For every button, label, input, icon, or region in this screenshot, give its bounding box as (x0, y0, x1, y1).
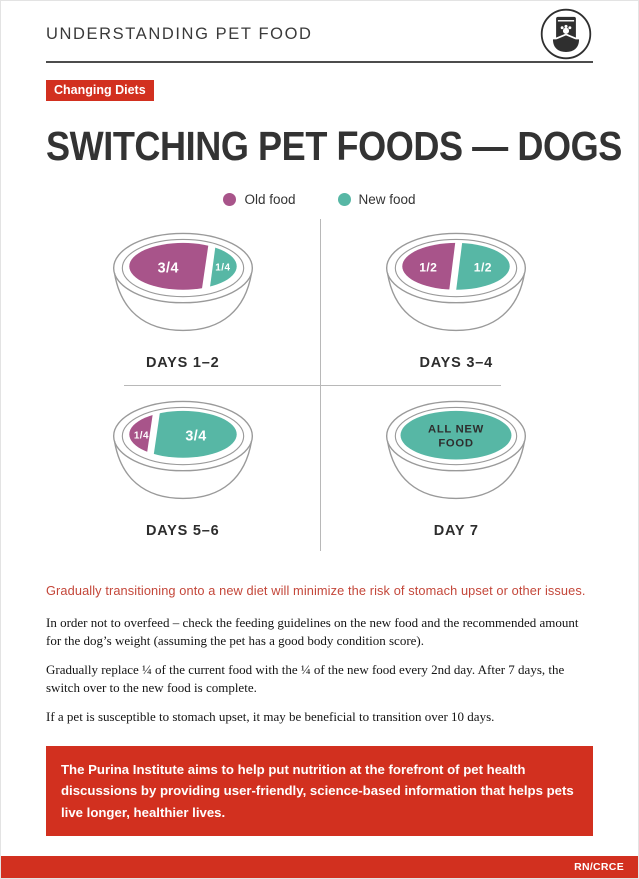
paragraph-susceptible: If a pet is susceptible to stomach upset… (46, 708, 495, 724)
fraction-new: 1/2 (474, 261, 492, 275)
bowl-label: DAY 7 (433, 523, 479, 539)
legend-label-new: New food (358, 192, 416, 207)
section-badge: Changing Diets (46, 80, 154, 101)
fraction-new: 1/4 (215, 263, 230, 274)
bowl-days-1-2: 3/4 1/4 DAYS 1–2 (46, 217, 320, 385)
bowl-diagram-days-3-4: 1/2 1/2 (386, 232, 527, 332)
legend: Old food New food (1, 192, 638, 207)
fraction-new: 3/4 (185, 428, 206, 444)
all-new-food-line1: ALL NEW (428, 424, 484, 436)
bowl-day-7: ALL NEW FOOD DAY 7 (320, 385, 594, 553)
fraction-old: 3/4 (157, 260, 178, 276)
grid-divider-horizontal (124, 385, 501, 386)
legend-item-old-food: Old food (223, 192, 296, 207)
footer-code: RN/CRCE (574, 861, 624, 873)
legend-item-new-food: New food (337, 192, 416, 207)
old-food-dot-icon (223, 193, 237, 206)
intro-statement: Gradually transitioning onto a new diet … (46, 583, 586, 598)
body-copy: In order not to overfeed – check the fee… (46, 614, 593, 726)
header-divider (46, 61, 593, 63)
bowl-days-5-6: 1/4 3/4 DAYS 5–6 (46, 385, 320, 553)
bowl-diagram-days-5-6: 1/4 3/4 (112, 400, 253, 500)
page-title: SWITCHING PET FOODS — DOGS (46, 123, 622, 169)
new-food-dot-icon (337, 193, 351, 206)
bowl-label: DAYS 3–4 (419, 355, 494, 371)
all-new-food-line2: FOOD (439, 437, 474, 449)
bowl-diagram-day-7: ALL NEW FOOD (386, 400, 527, 500)
bowl-label: DAYS 5–6 (145, 523, 220, 539)
pet-food-bag-bowl-icon (540, 8, 592, 60)
paragraph-replace: Gradually replace ¼ of the current food … (46, 661, 565, 696)
purina-institute-callout: The Purina Institute aims to help put nu… (46, 746, 593, 836)
bowl-label: DAYS 1–2 (145, 355, 220, 371)
bowls-grid: 3/4 1/4 DAYS 1–2 1/2 1/2 DAYS 3–4 (46, 217, 593, 553)
footer-bar: RN/CRCE (1, 856, 638, 878)
legend-label-old: Old food (244, 192, 296, 207)
paragraph-overfeed: In order not to overfeed – check the fee… (46, 615, 579, 649)
fraction-old: 1/4 (134, 431, 149, 442)
bowl-days-3-4: 1/2 1/2 DAYS 3–4 (320, 217, 594, 385)
bowl-diagram-days-1-2: 3/4 1/4 (112, 232, 253, 332)
fraction-old: 1/2 (419, 261, 437, 275)
page-header: UNDERSTANDING PET FOOD (46, 8, 593, 60)
header-title: UNDERSTANDING PET FOOD (46, 24, 313, 43)
